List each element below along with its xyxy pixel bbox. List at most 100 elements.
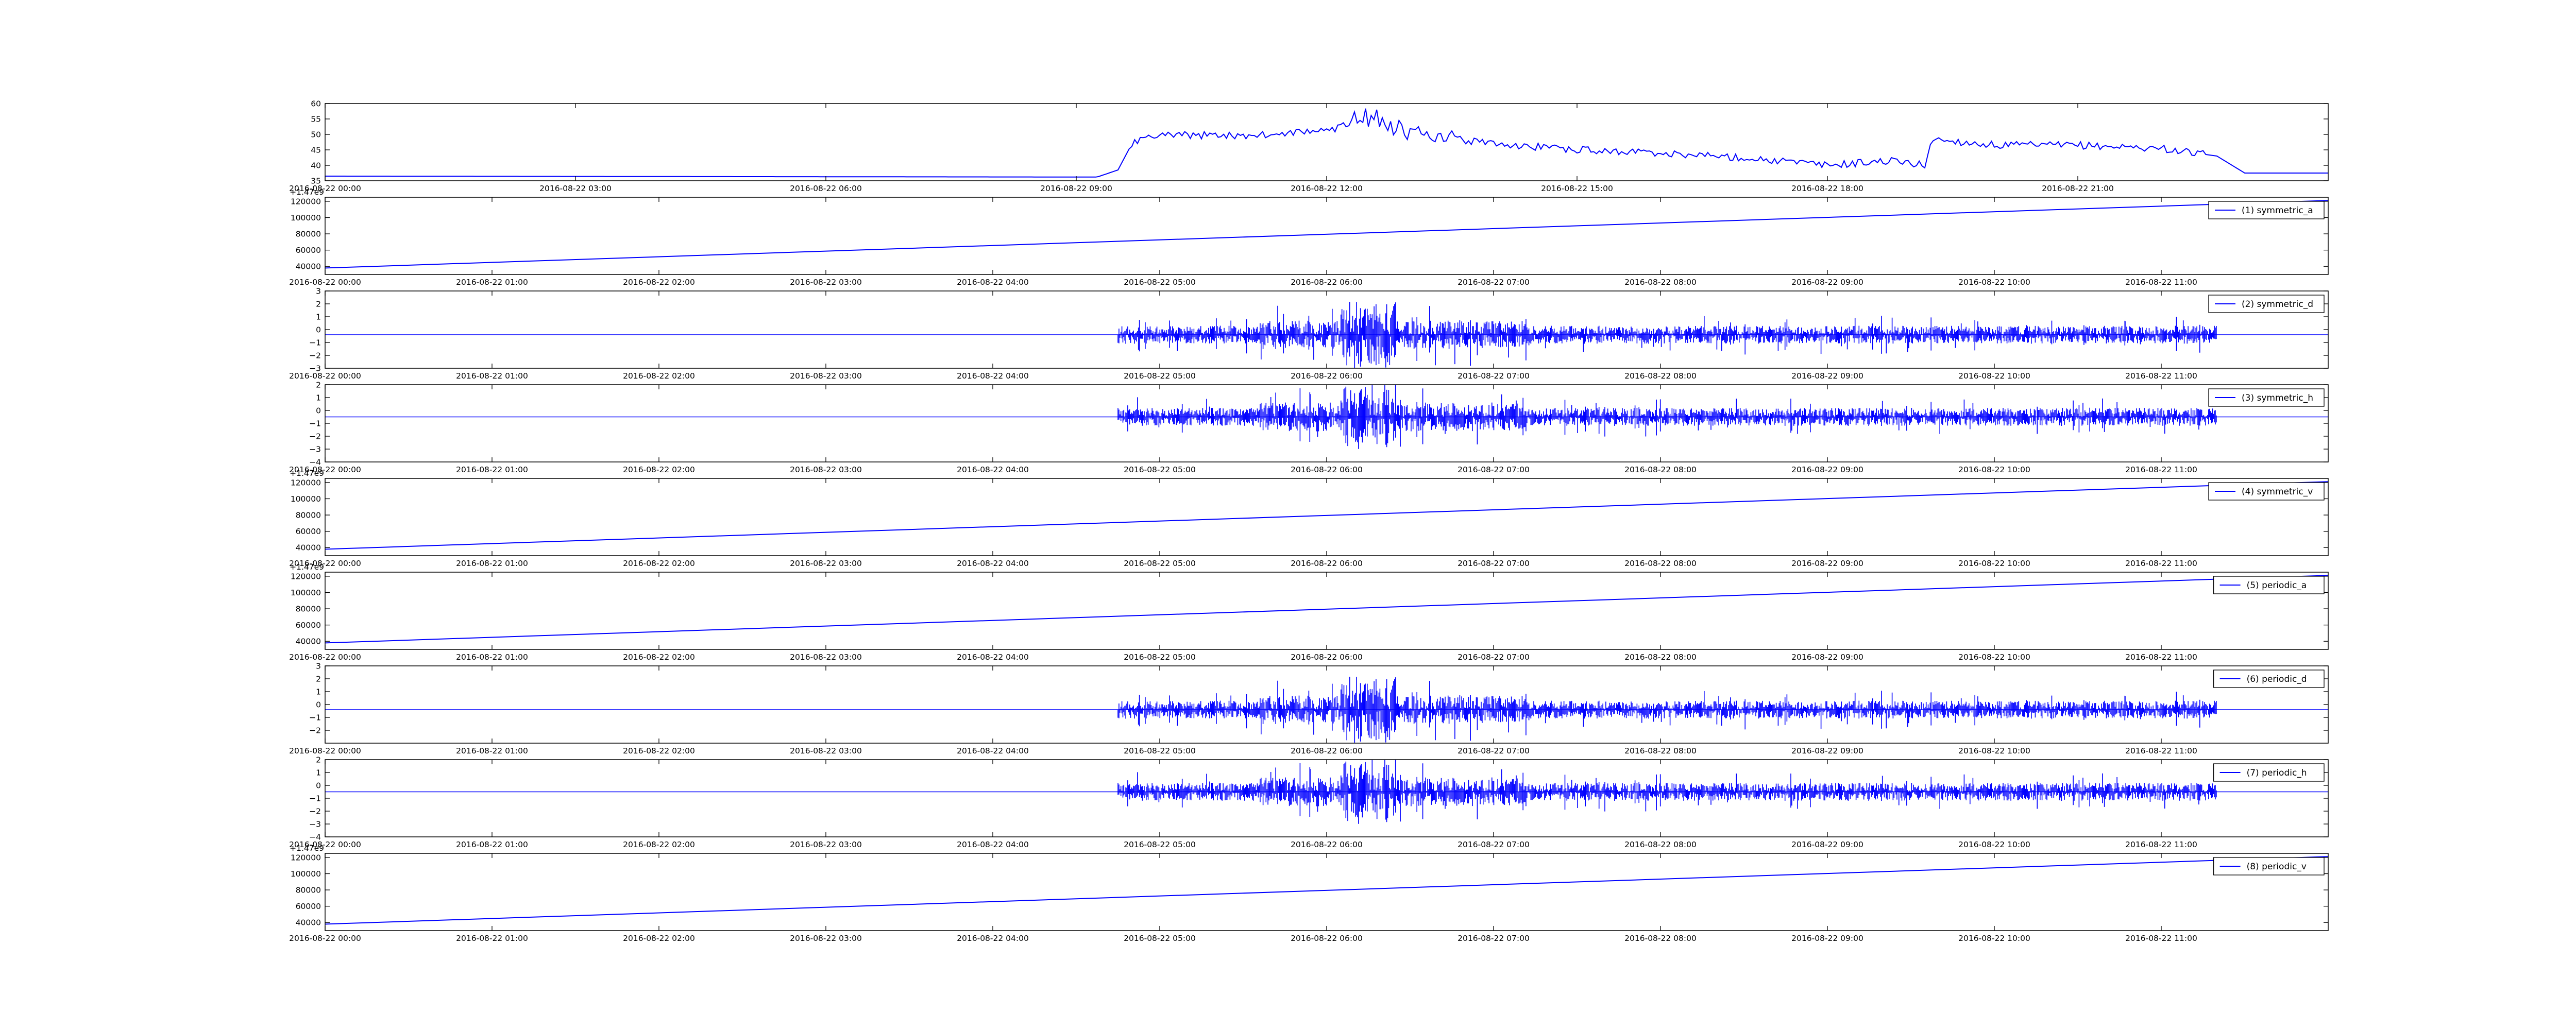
x-tick-label: 2016-08-22 12:00 — [1291, 184, 1363, 193]
x-tick-label: 2016-08-22 04:00 — [957, 934, 1029, 943]
x-tick-label: 2016-08-22 09:00 — [1791, 465, 1863, 474]
y-tick-label: 35 — [311, 177, 321, 186]
x-tick-label: 2016-08-22 05:00 — [1124, 371, 1196, 381]
x-tick-label: 2016-08-22 04:00 — [957, 840, 1029, 849]
x-tick-label: 2016-08-22 05:00 — [1124, 840, 1196, 849]
legend-label: (8) periodic_v — [2247, 862, 2307, 872]
x-tick-label: 2016-08-22 08:00 — [1624, 840, 1697, 849]
x-tick-label: 2016-08-22 06:00 — [1291, 278, 1363, 287]
x-tick-label: 2016-08-22 04:00 — [957, 465, 1029, 474]
x-tick-label: 2016-08-22 03:00 — [790, 278, 862, 287]
x-tick-label: 2016-08-22 07:00 — [1458, 934, 1530, 943]
x-tick-label: 2016-08-22 18:00 — [1791, 184, 1863, 193]
y-tick-label: 60000 — [296, 902, 321, 911]
x-tick-label: 2016-08-22 02:00 — [623, 840, 695, 849]
x-tick-label: 2016-08-22 01:00 — [456, 371, 528, 381]
subplot-1: 35 40 45 50 55 60 2016-08-22 00:00 2016-08-22 0… — [289, 99, 2329, 193]
x-tick-label: 2016-08-22 10:00 — [1958, 653, 2030, 662]
x-tick-label: 2016-08-22 08:00 — [1624, 465, 1697, 474]
x-tick-label: 2016-08-22 01:00 — [456, 653, 528, 662]
x-tick-label: 2016-08-22 10:00 — [1958, 465, 2030, 474]
x-tick-label: 2016-08-22 11:00 — [2125, 371, 2197, 381]
x-tick-label: 2016-08-22 00:00 — [289, 746, 361, 756]
subplot-5: 40000 60000 80000 100000 120000 2016-08-22 00… — [289, 469, 2329, 568]
series-line-1-1 — [325, 108, 2328, 178]
x-tick-label: 2016-08-22 03:00 — [790, 840, 862, 849]
axes-frame — [325, 853, 2329, 931]
x-tick-label: 2016-08-22 07:00 — [1458, 559, 1530, 568]
x-tick-label: 2016-08-22 09:00 — [1791, 840, 1863, 849]
x-tick-label: 2016-08-22 07:00 — [1458, 371, 1530, 381]
legend: (8) periodic_v — [2213, 857, 2325, 876]
y-tick-label: 3 — [316, 287, 321, 296]
axes-frame — [325, 103, 2329, 181]
x-tick-label: 2016-08-22 08:00 — [1624, 559, 1697, 568]
y-tick-label: −1 — [309, 419, 321, 428]
subplot-4: −4 −3 −2 −1 0 1 2 2016-08-22 00:00 2016-08-22 01… — [289, 381, 2329, 474]
x-tick-label: 2016-08-22 11:00 — [2125, 934, 2197, 943]
x-tick-label: 2016-08-22 06:00 — [1291, 746, 1363, 756]
x-tick-label: 2016-08-22 09:00 — [1791, 371, 1863, 381]
x-tick-label: 2016-08-22 10:00 — [1958, 840, 2030, 849]
y-tick-label: −4 — [309, 833, 321, 842]
x-tick-label: 2016-08-22 05:00 — [1124, 465, 1196, 474]
x-tick-label: 2016-08-22 07:00 — [1458, 653, 1530, 662]
y-tick-label: 100000 — [291, 494, 321, 504]
x-tick-label: 2016-08-22 08:00 — [1624, 371, 1697, 381]
y-tick-label: 0 — [316, 781, 321, 791]
x-tick-label: 2016-08-22 04:00 — [957, 278, 1029, 287]
series-line-3-1 — [325, 302, 2328, 368]
legend-label: (2) symmetric_d — [2242, 299, 2313, 310]
x-tick-label: 2016-08-22 04:00 — [957, 371, 1029, 381]
y-tick-label: 60 — [311, 99, 321, 109]
y-tick-label: −3 — [309, 820, 321, 829]
x-tick-label: 2016-08-22 11:00 — [2125, 465, 2197, 474]
y-tick-label: 2 — [316, 381, 321, 390]
x-tick-label: 2016-08-22 08:00 — [1624, 934, 1697, 943]
y-tick-label: 0 — [316, 406, 321, 416]
subplot-6: 40000 60000 80000 100000 120000 2016-08-22 00… — [289, 562, 2329, 662]
y-tick-label: −1 — [309, 338, 321, 348]
series-line-8-1 — [325, 760, 2328, 824]
y-tick-label: 45 — [311, 146, 321, 155]
y-tick-label: 100000 — [291, 213, 321, 222]
axes-frame — [325, 478, 2329, 556]
series-line-7-1 — [325, 677, 2328, 743]
x-tick-label: 2016-08-22 02:00 — [623, 278, 695, 287]
subplot-9: 40000 60000 80000 100000 120000 2016-08-22 00… — [289, 844, 2329, 943]
x-tick-label: 2016-08-22 09:00 — [1791, 559, 1863, 568]
x-tick-label: 2016-08-22 08:00 — [1624, 278, 1697, 287]
x-tick-label: 2016-08-22 07:00 — [1458, 746, 1530, 756]
x-tick-label: 2016-08-22 05:00 — [1124, 278, 1196, 287]
x-tick-label: 2016-08-22 00:00 — [289, 934, 361, 943]
y-tick-label: 60000 — [296, 621, 321, 630]
x-tick-label: 2016-08-22 11:00 — [2125, 746, 2197, 756]
x-tick-label: 2016-08-22 04:00 — [957, 559, 1029, 568]
x-tick-label: 2016-08-22 10:00 — [1958, 278, 2030, 287]
x-tick-label: 2016-08-22 04:00 — [957, 653, 1029, 662]
x-tick-label: 2016-08-22 10:00 — [1958, 746, 2030, 756]
y-tick-label: 2 — [316, 675, 321, 684]
x-tick-label: 2016-08-22 01:00 — [456, 278, 528, 287]
subplot-7: −2 −1 0 1 2 3 2016-08-22 00:00 2016-08-22 01:00… — [289, 662, 2329, 756]
y-offset-label: +1.47e9 — [290, 844, 324, 853]
x-tick-label: 2016-08-22 09:00 — [1791, 653, 1863, 662]
x-tick-label: 2016-08-22 02:00 — [623, 465, 695, 474]
y-tick-label: −1 — [309, 713, 321, 723]
y-tick-label: 0 — [316, 325, 321, 335]
y-tick-label: 60000 — [296, 246, 321, 255]
legend: (5) periodic_a — [2213, 576, 2325, 594]
x-tick-label: 2016-08-22 06:00 — [1291, 840, 1363, 849]
y-tick-label: −4 — [309, 458, 321, 467]
x-tick-label: 2016-08-22 08:00 — [1624, 746, 1697, 756]
y-tick-label: 40000 — [296, 637, 321, 646]
legend: (6) periodic_d — [2213, 670, 2325, 688]
x-tick-label: 2016-08-22 10:00 — [1958, 559, 2030, 568]
x-tick-label: 2016-08-22 02:00 — [623, 746, 695, 756]
x-tick-label: 2016-08-22 11:00 — [2125, 559, 2197, 568]
x-tick-label: 2016-08-22 05:00 — [1124, 746, 1196, 756]
x-tick-label: 2016-08-22 06:00 — [1291, 653, 1363, 662]
x-tick-label: 2016-08-22 03:00 — [539, 184, 612, 193]
x-tick-label: 2016-08-22 02:00 — [623, 653, 695, 662]
x-tick-label: 2016-08-22 03:00 — [790, 934, 862, 943]
